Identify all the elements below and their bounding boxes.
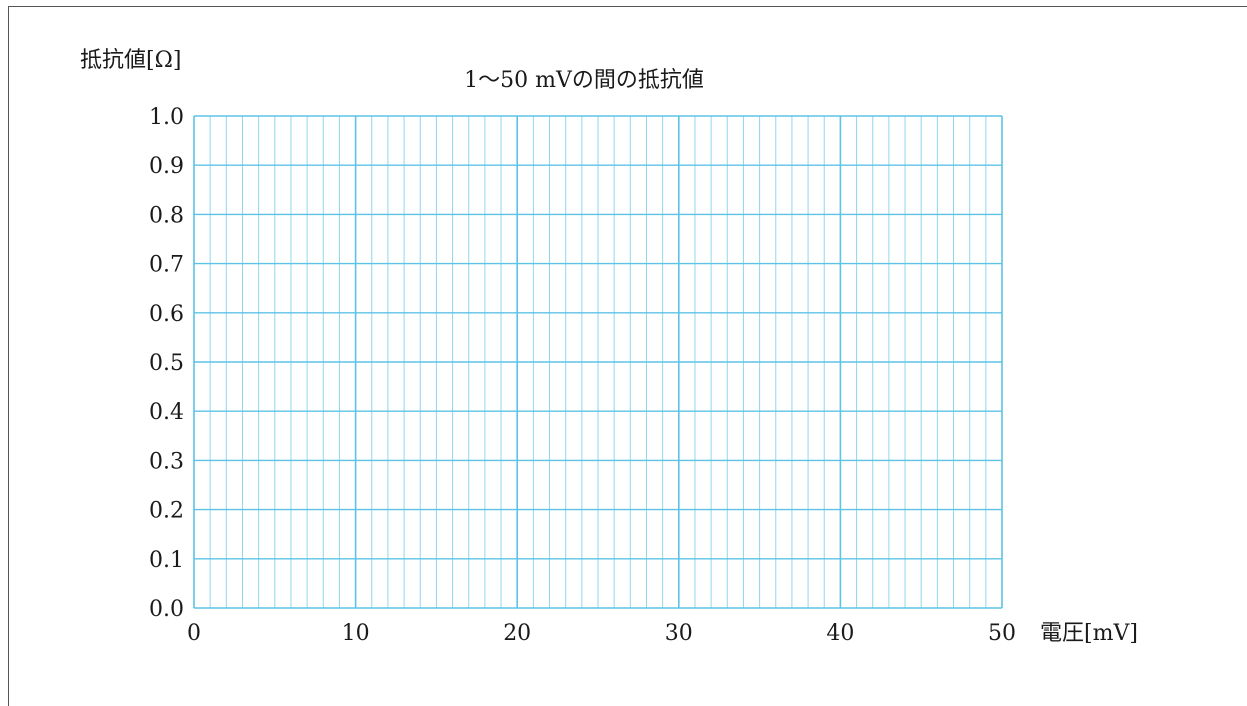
y-tick-label: 0.9	[149, 154, 184, 179]
x-tick-label: 10	[342, 621, 370, 646]
grid	[193, 115, 1003, 609]
x-tick-label: 50	[988, 621, 1016, 646]
x-tick-label: 40	[826, 621, 854, 646]
y-tick-label: 1.0	[149, 105, 184, 130]
x-tick-label: 30	[665, 621, 693, 646]
y-tick-label: 0.2	[149, 499, 184, 524]
y-tick-label: 0.0	[149, 597, 184, 622]
y-tick-label: 0.4	[149, 400, 184, 425]
y-tick-labels: 0.0 0.1 0.2 0.3 0.4 0.5 0.6 0.7 0.8 0.9 1.0	[149, 105, 184, 622]
chart: 抵抗値[Ω] 1〜50 mVの間の抵抗値 電圧[mV] 0.0 0.1 0.2 0.3…	[80, 48, 1138, 646]
y-tick-label: 0.3	[149, 449, 184, 474]
y-tick-label: 0.5	[149, 351, 184, 376]
figure-frame	[8, 6, 1247, 706]
chart-title: 1〜50 mVの間の抵抗値	[464, 68, 704, 93]
x-axis-label: 電圧[mV]	[1040, 621, 1138, 646]
x-tick-label: 0	[187, 621, 201, 646]
y-tick-label: 0.1	[149, 548, 184, 573]
y-axis-label: 抵抗値[Ω]	[80, 48, 181, 73]
y-tick-label: 0.8	[149, 203, 184, 228]
x-tick-label: 20	[503, 621, 531, 646]
y-tick-label: 0.7	[149, 253, 184, 278]
x-tick-labels: 0 10 20 30 40 50	[187, 621, 1016, 646]
y-tick-label: 0.6	[149, 302, 184, 327]
